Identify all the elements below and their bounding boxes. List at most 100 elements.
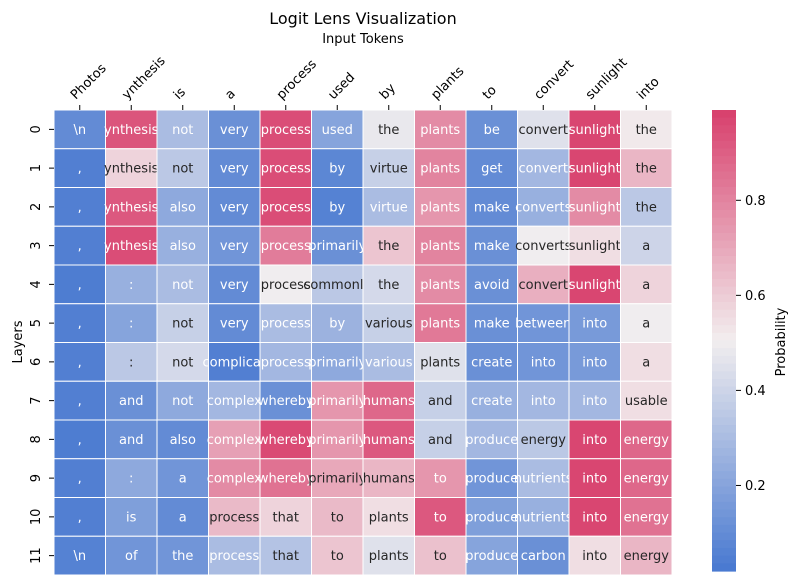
heatmap-cell xyxy=(620,497,673,537)
cell-label: \n xyxy=(73,123,86,138)
cell-label: into xyxy=(531,394,556,409)
cell-label: very xyxy=(220,162,249,177)
colorbar-tick-label: 0.6 xyxy=(745,289,766,304)
colorbar-band xyxy=(712,133,736,142)
cell-label: produce xyxy=(465,433,518,448)
cell-label: the xyxy=(378,123,399,138)
cell-label: not xyxy=(172,278,193,293)
heatmap-cell xyxy=(105,109,158,150)
x-tick-label: by xyxy=(377,81,399,103)
heatmap-cell xyxy=(156,225,209,266)
colorbar-band xyxy=(712,263,736,272)
heatmap-cell xyxy=(311,264,364,305)
cell-label: process xyxy=(261,317,311,332)
cell-label: a xyxy=(179,510,187,525)
colorbar-band xyxy=(712,232,736,242)
cell-label: by xyxy=(329,317,345,332)
x-tick-label: Photos xyxy=(68,61,110,103)
heatmap-cell xyxy=(517,264,570,305)
heatmap-cell xyxy=(156,303,209,343)
cell-label: produce xyxy=(465,472,518,487)
heatmap-cell xyxy=(517,380,570,421)
heatmap-cell xyxy=(568,419,621,460)
heatmap-cell xyxy=(156,264,209,305)
colorbar-band xyxy=(712,532,736,541)
cell-label: make xyxy=(474,317,510,332)
heatmap-cell xyxy=(208,187,261,227)
cell-label: avoid xyxy=(474,278,509,293)
heatmap-cell xyxy=(311,458,364,498)
x-tick-label: into xyxy=(634,75,662,103)
cell-label: energy xyxy=(521,433,567,448)
cell-label: get xyxy=(481,162,502,177)
heatmap-cell xyxy=(620,187,673,227)
colorbar-band xyxy=(712,401,736,411)
cell-label: by xyxy=(329,162,345,177)
cell-label: the xyxy=(172,549,193,564)
cell-label: also xyxy=(170,433,196,448)
cell-label: used xyxy=(322,123,353,138)
y-tick-label: 5 xyxy=(29,319,44,327)
cell-label: ynthesis xyxy=(104,239,159,254)
cell-label: humans xyxy=(363,472,415,487)
cell-label: the xyxy=(636,123,657,138)
cell-label: virtue xyxy=(370,162,408,177)
colorbar-band xyxy=(712,309,736,319)
y-tick-label: 11 xyxy=(29,547,44,564)
heatmap-cell xyxy=(156,458,209,498)
heatmap-cell xyxy=(105,497,158,537)
colorbar-band xyxy=(712,448,736,457)
cell-label: that xyxy=(273,510,299,525)
colorbar-band xyxy=(712,348,736,357)
cell-label: a xyxy=(179,472,187,487)
cell-label: sunlight xyxy=(569,200,621,215)
cell-label: virtue xyxy=(370,200,408,215)
colorbar-band xyxy=(712,355,736,365)
cell-label: produce xyxy=(465,549,518,564)
heatmap-cell xyxy=(208,535,261,576)
heatmap-cell xyxy=(414,458,467,498)
colorbar-band xyxy=(712,186,736,196)
x-tick-label: used xyxy=(325,70,358,103)
x-tick-labels: Photos ynthesis is a process used by plants to co… xyxy=(68,54,663,110)
colorbar-band xyxy=(712,325,736,334)
colorbar-band xyxy=(712,540,736,549)
cell-label: not xyxy=(172,317,193,332)
cell-label: and xyxy=(119,394,143,409)
heatmap-cell xyxy=(156,535,209,576)
cell-label: energy xyxy=(624,472,670,487)
cell-label: into xyxy=(582,433,607,448)
cell-label: complex xyxy=(207,433,262,448)
cell-label: process xyxy=(261,200,311,215)
colorbar-band xyxy=(712,524,736,534)
cell-label: humans xyxy=(363,433,415,448)
cell-label: complex xyxy=(207,472,262,487)
colorbar-band xyxy=(712,217,736,226)
cell-label: a xyxy=(642,239,650,254)
colorbar-band xyxy=(712,179,736,188)
heatmap-cell xyxy=(414,264,467,305)
heatmap-cell xyxy=(53,535,106,576)
cell-label: a xyxy=(642,317,650,332)
cell-label: energy xyxy=(624,433,670,448)
cell-label: make xyxy=(474,239,510,254)
heatmap-cell xyxy=(105,303,158,343)
heatmap-cell xyxy=(259,342,312,382)
cell-label: plants xyxy=(369,510,409,525)
heatmap-cell xyxy=(259,148,312,188)
heatmap-cell xyxy=(620,148,673,188)
heatmap-cell xyxy=(362,225,415,266)
heatmap-cell xyxy=(465,148,518,188)
heatmap-cell xyxy=(53,264,106,305)
cell-label: , xyxy=(78,278,82,293)
cell-label: plants xyxy=(420,123,460,138)
heatmap-cell xyxy=(105,419,158,460)
colorbar-band xyxy=(712,417,736,426)
cell-label: very xyxy=(220,278,249,293)
cell-label: into xyxy=(582,317,607,332)
heatmap-cell xyxy=(620,264,673,305)
cell-label: the xyxy=(636,162,657,177)
heatmap-cell xyxy=(517,225,570,266)
heatmap-cell xyxy=(517,148,570,188)
